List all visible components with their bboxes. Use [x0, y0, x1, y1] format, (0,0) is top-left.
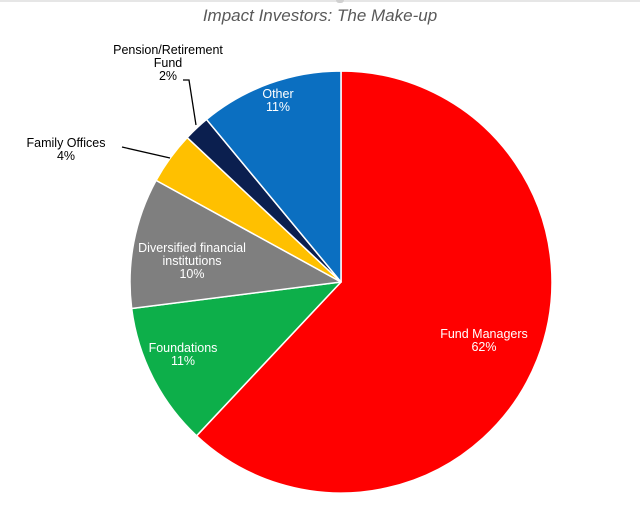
slice-labels: Fund Managers 62% Foundations 11% Diversifie… [27, 43, 528, 368]
label-family-offices: Family Offices 4% [27, 136, 106, 163]
resize-handle[interactable] [336, 0, 344, 3]
slice-foundations[interactable] [130, 281, 342, 437]
label-fund-managers: Fund Managers 62% [440, 327, 528, 354]
slice-diversified-financial-institutions[interactable] [129, 179, 342, 310]
pie-slices [129, 70, 553, 494]
leader-line-family-offices [121, 146, 171, 159]
chart-title: Impact Investors: The Make-up [202, 6, 438, 25]
slice-fund-managers[interactable] [195, 70, 553, 494]
slice-other[interactable] [205, 70, 342, 283]
label-pension-retirement-fund: Pension/Retirement Fund 2% [113, 43, 223, 83]
window-top-edge [0, 0, 640, 2]
label-foundations: Foundations 11% [149, 341, 218, 368]
label-other: Other 11% [262, 87, 293, 114]
leader-line-pension-retirement-fund [183, 79, 197, 126]
label-diversified-financial-institutions: Diversified financial institutions 10% [138, 241, 246, 281]
leader-lines [121, 79, 197, 159]
